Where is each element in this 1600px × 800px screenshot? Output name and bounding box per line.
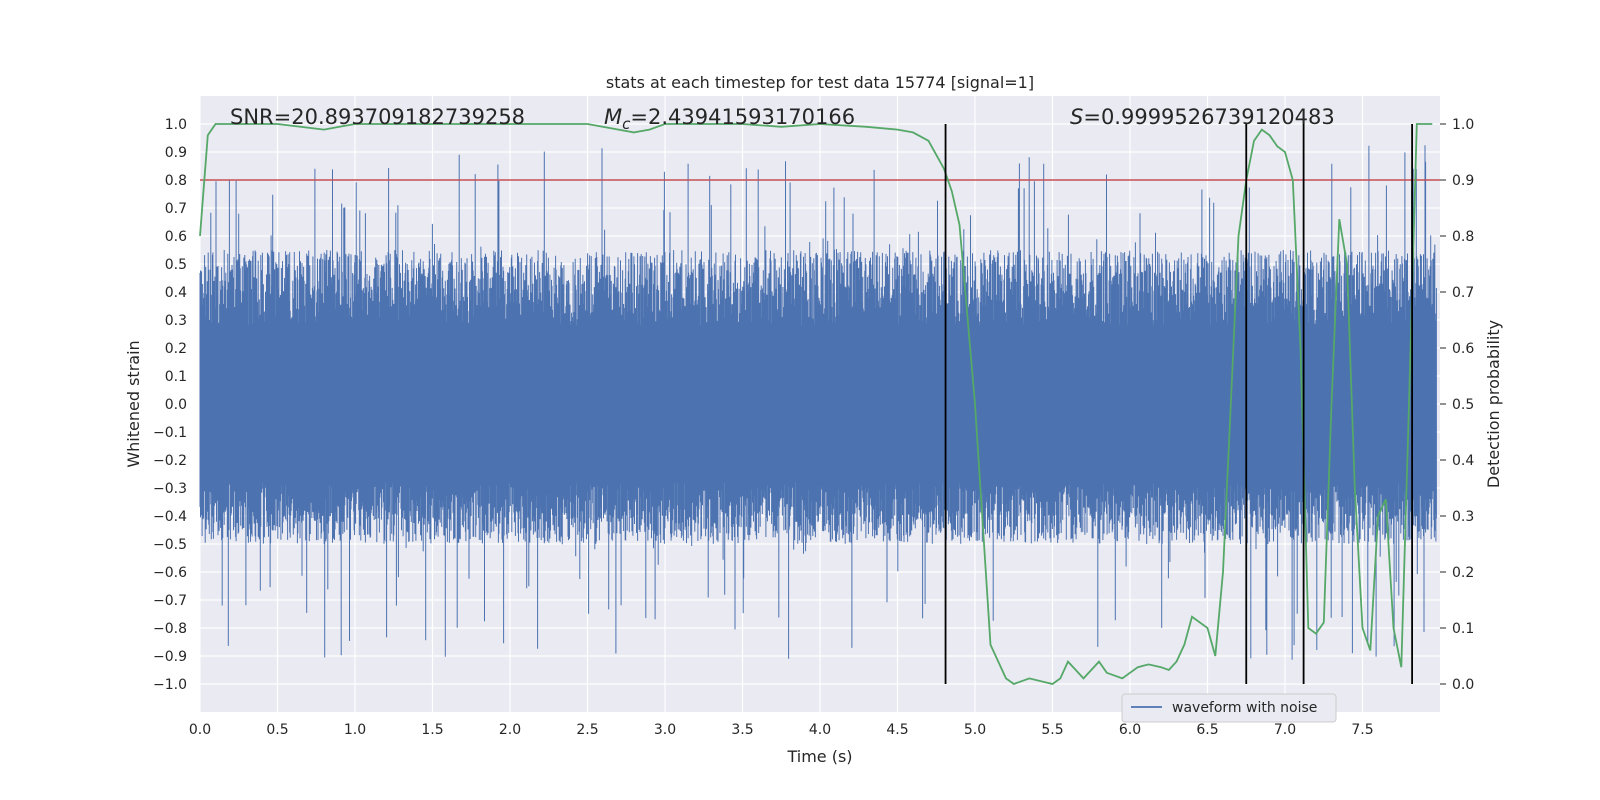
left-tick-label: 0.1 (165, 369, 187, 385)
x-tick-label: 3.5 (731, 722, 753, 738)
chart-title: stats at each timestep for test data 157… (606, 73, 1034, 92)
vertical-markers (944, 124, 1413, 684)
left-tick-label: 0.3 (165, 313, 187, 329)
left-tick-label: 0.5 (165, 257, 187, 273)
x-axis-ticks: 0.0 0.5 1.0 1.5 2.0 2.5 3.0 3.5 4.0 4.5 5.0 5.5 6.0 6… (189, 722, 1374, 738)
score-value: =0.9999526739120483 (1083, 105, 1334, 129)
left-tick-label: 0.6 (165, 229, 187, 245)
left-tick-label: 0.7 (165, 201, 187, 217)
x-tick-label: 1.0 (344, 722, 366, 738)
right-tick-label: 0.8 (1452, 229, 1474, 245)
detection-probability-line (199, 123, 1433, 686)
right-tick-label: 0.7 (1452, 285, 1474, 301)
x-axis-label: Time (s) (786, 747, 852, 766)
x-tick-label: 2.5 (576, 722, 598, 738)
left-tick-label: −0.4 (153, 509, 187, 525)
legend-box (1121, 693, 1337, 723)
snr-annotation: SNR=20.893709182739258 (230, 105, 525, 129)
x-tick-label: 4.0 (809, 722, 831, 738)
x-tick-label: 0.0 (189, 722, 211, 738)
chirp-mass-value: =2.43941593170166 (630, 105, 855, 129)
x-tick-label: 0.5 (266, 722, 288, 738)
chirp-mass-symbol: M (604, 105, 622, 129)
left-tick-label: 1.0 (165, 117, 187, 133)
right-axis-label: Detection probability (1484, 320, 1503, 488)
right-tick-label: 0.5 (1452, 397, 1474, 413)
left-tick-label: −0.9 (153, 649, 187, 665)
left-tick-label: −0.6 (153, 565, 187, 581)
right-tick-label: 0.1 (1452, 621, 1474, 637)
x-tick-label: 7.0 (1274, 722, 1296, 738)
left-tick-label: −0.3 (153, 481, 187, 497)
left-tick-label: −0.1 (153, 425, 187, 441)
score-symbol: S (1070, 105, 1083, 129)
x-tick-label: 2.0 (499, 722, 521, 738)
left-axis-label: Whitened strain (124, 340, 143, 467)
right-tick-label: 0.6 (1452, 341, 1474, 357)
chirp-mass-annotation: Mc=2.43941593170166 (604, 105, 855, 133)
left-tick-label: 0.0 (165, 397, 187, 413)
x-tick-label: 6.0 (1119, 722, 1141, 738)
x-tick-label: 5.0 (964, 722, 986, 738)
x-tick-label: 7.5 (1351, 722, 1373, 738)
right-tick-label: 0.3 (1452, 509, 1474, 525)
right-tick-label: 0.9 (1452, 173, 1474, 189)
left-axis-ticks: 1.0 0.9 0.8 0.7 0.6 0.5 0.4 0.3 0.2 0.1 0.0 −0.1 −0.… (153, 117, 187, 693)
legend-label: waveform with noise (1172, 700, 1317, 716)
legend: waveform with noise (1121, 693, 1337, 723)
right-tick-label: 0.4 (1452, 453, 1474, 469)
left-tick-label: 0.8 (165, 173, 187, 189)
x-tick-label: 5.5 (1041, 722, 1063, 738)
right-tick-label: 1.0 (1452, 117, 1474, 133)
left-tick-label: −0.7 (153, 593, 187, 609)
left-tick-label: −1.0 (153, 677, 187, 693)
x-tick-label: 6.5 (1196, 722, 1218, 738)
right-tick-label: 0.2 (1452, 565, 1474, 581)
right-tick-label: 0.0 (1452, 677, 1474, 693)
x-tick-label: 4.5 (886, 722, 908, 738)
right-axis-ticks: 1.0 0.9 0.8 0.7 0.6 0.5 0.4 0.3 0.2 0.1 0.0 (1440, 117, 1474, 693)
left-tick-label: −0.2 (153, 453, 187, 469)
left-tick-label: −0.5 (153, 537, 187, 553)
waveform-series (199, 145, 1437, 660)
left-tick-label: 0.9 (165, 145, 187, 161)
chirp-mass-subscript: c (622, 115, 631, 133)
x-tick-label: 1.5 (421, 722, 443, 738)
waveform-trace (199, 145, 1437, 660)
score-annotation: S=0.9999526739120483 (1070, 105, 1335, 129)
left-tick-label: −0.8 (153, 621, 187, 637)
left-tick-label: 0.2 (165, 341, 187, 357)
x-tick-label: 3.0 (654, 722, 676, 738)
left-tick-label: 0.4 (165, 285, 187, 301)
